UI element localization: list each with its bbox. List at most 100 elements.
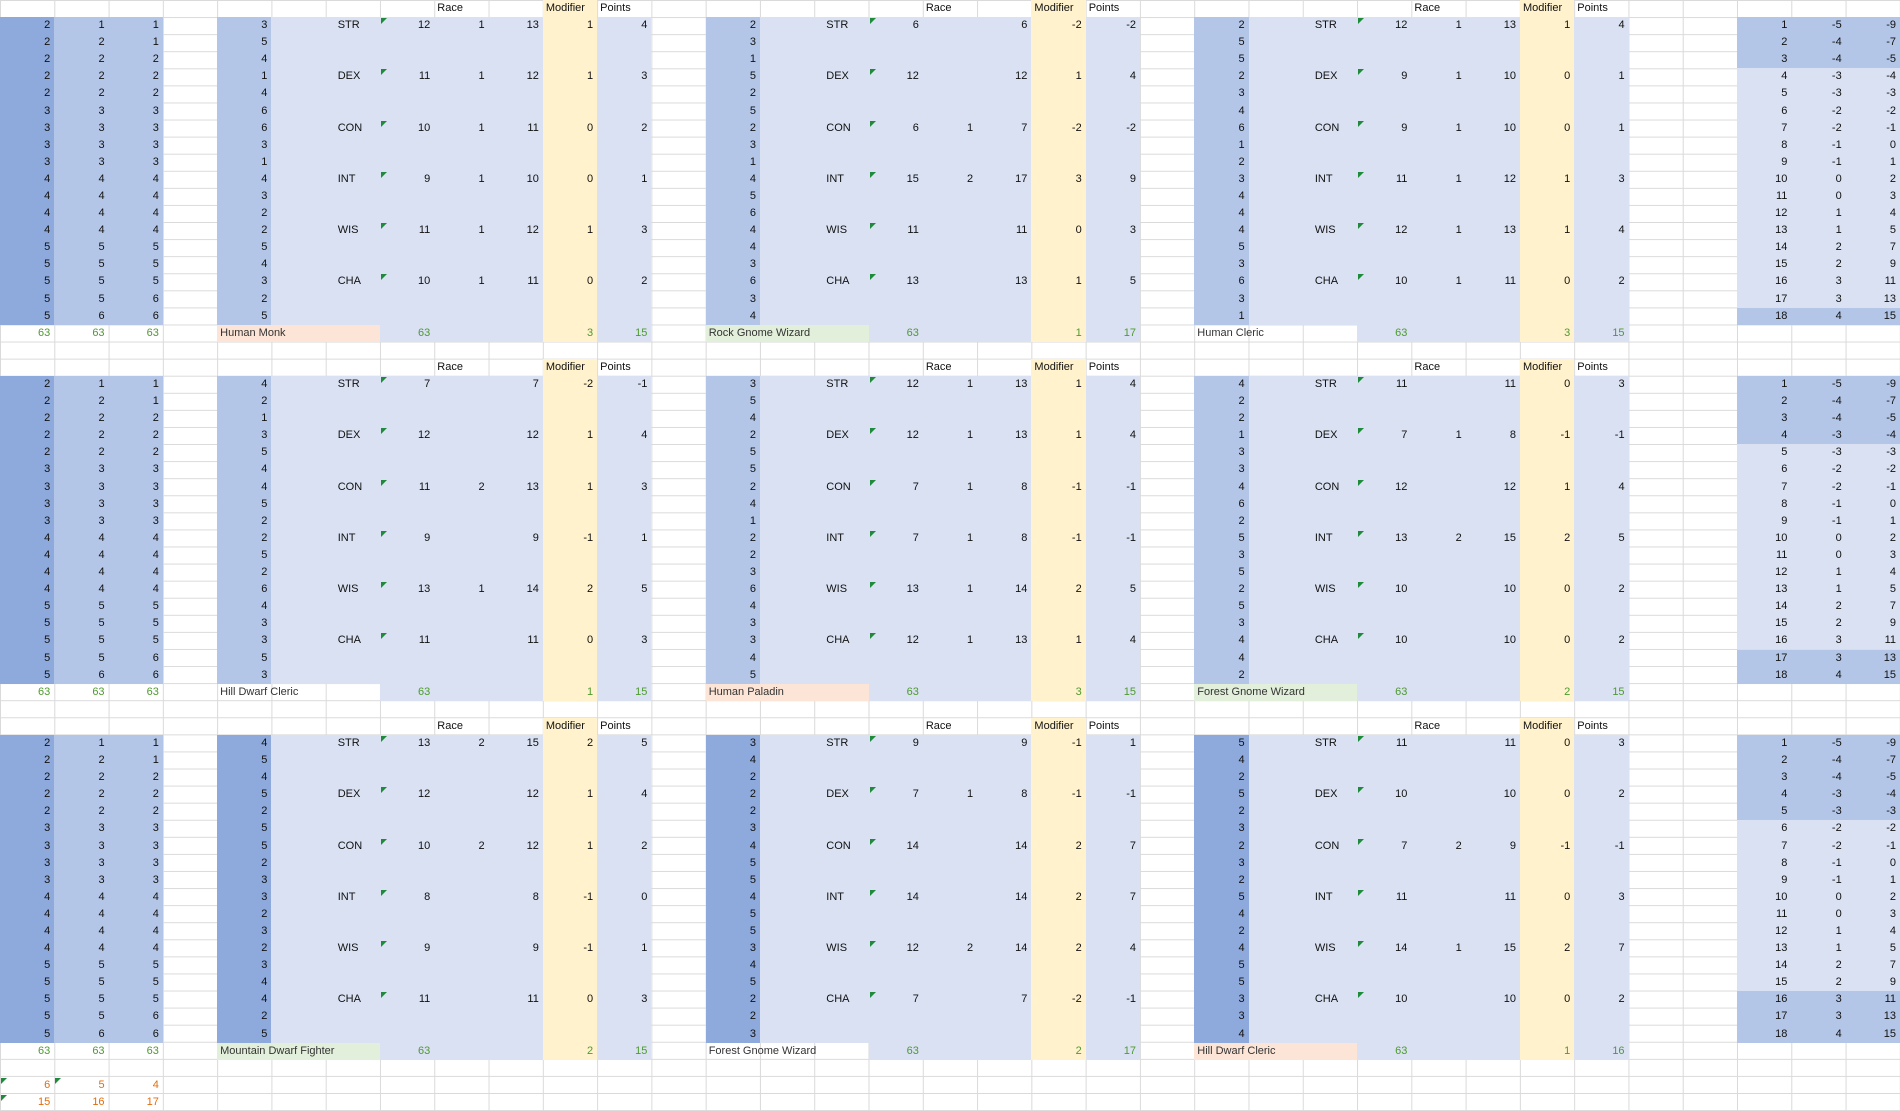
dice-value: 2 bbox=[44, 87, 51, 100]
sum-points: 15 bbox=[635, 1044, 648, 1057]
dice-value: 3 bbox=[98, 514, 105, 527]
lookup-value: 2 bbox=[1781, 36, 1788, 49]
points: 2 bbox=[1618, 275, 1625, 288]
total-score: 15 bbox=[1503, 942, 1516, 955]
roll-value: 4 bbox=[261, 258, 268, 271]
points: 4 bbox=[641, 429, 648, 442]
lookup-value: 2 bbox=[1889, 531, 1896, 544]
dice-value: 4 bbox=[152, 531, 159, 544]
dice-value: 4 bbox=[98, 531, 105, 544]
roll-value: 5 bbox=[261, 754, 268, 767]
roll-value: 2 bbox=[749, 1010, 756, 1023]
ability-label: STR bbox=[337, 378, 360, 391]
cell-fill bbox=[1737, 837, 1900, 855]
cell-fill bbox=[1248, 17, 1520, 325]
total-score: 8 bbox=[1021, 480, 1028, 493]
lookup-value: -4 bbox=[1886, 70, 1896, 83]
dice-value: 3 bbox=[44, 839, 51, 852]
base-score: 6 bbox=[912, 19, 919, 32]
indicator bbox=[1358, 69, 1365, 76]
dice-value: 4 bbox=[98, 207, 105, 220]
roll-value: 3 bbox=[261, 190, 268, 202]
base-score: 10 bbox=[418, 839, 431, 852]
roll-value: 2 bbox=[261, 942, 268, 955]
race-bonus: 1 bbox=[1455, 19, 1462, 32]
cell-fill bbox=[1737, 170, 1900, 188]
modifier: 1 bbox=[1564, 224, 1571, 237]
sum-points: 15 bbox=[1612, 685, 1625, 698]
dice-value: 4 bbox=[152, 907, 159, 920]
roll-value: 5 bbox=[261, 822, 268, 835]
lookup-value: 13 bbox=[1883, 292, 1896, 305]
roll-value: 2 bbox=[1238, 514, 1245, 527]
race-bonus: 1 bbox=[967, 429, 974, 442]
cell-fill bbox=[1194, 376, 1249, 684]
ability-label: CHA bbox=[337, 634, 361, 647]
dice-value: 5 bbox=[44, 993, 51, 1006]
ability-label: CON bbox=[337, 480, 363, 493]
cell-fill bbox=[54, 376, 109, 684]
total-score: 11 bbox=[1504, 378, 1516, 391]
dice-value: 2 bbox=[152, 412, 159, 425]
modifier: 0 bbox=[587, 275, 594, 288]
column-header: Race bbox=[925, 2, 952, 14]
roll-value: 5 bbox=[1238, 890, 1245, 903]
lookup-value: 2 bbox=[1835, 976, 1842, 989]
cell-fill bbox=[1737, 136, 1900, 154]
dice-value: 2 bbox=[44, 395, 51, 408]
column-header: Points bbox=[1088, 719, 1120, 732]
roll-value: 4 bbox=[749, 241, 756, 254]
column-header: Points bbox=[1577, 719, 1608, 732]
modifier: 2 bbox=[587, 736, 594, 749]
points: 5 bbox=[641, 736, 648, 749]
ability-label: INT bbox=[337, 172, 356, 185]
cell-fill bbox=[1737, 1025, 1900, 1043]
cell-fill bbox=[1574, 734, 1629, 1060]
dice-value: 4 bbox=[98, 890, 105, 903]
roll-value: 4 bbox=[1238, 224, 1245, 237]
total-score: 8 bbox=[1021, 788, 1028, 801]
lookup-value: -1 bbox=[1886, 839, 1896, 852]
cell-fill bbox=[1737, 512, 1900, 530]
dice-value: 1 bbox=[152, 378, 159, 391]
ability-label: WIS bbox=[826, 224, 848, 237]
indicator bbox=[381, 633, 387, 640]
base-score: 7 bbox=[912, 531, 919, 544]
roll-value: 3 bbox=[261, 873, 268, 886]
dice-value: 2 bbox=[44, 19, 51, 32]
points: 4 bbox=[1129, 429, 1136, 442]
dice-value: 5 bbox=[98, 292, 105, 305]
roll-value: 2 bbox=[1238, 19, 1245, 32]
cell-fill bbox=[542, 0, 598, 342]
indicator bbox=[1358, 787, 1365, 794]
dice-value: 5 bbox=[152, 275, 159, 288]
total-score: 11 bbox=[527, 634, 539, 647]
dice-value: 5 bbox=[98, 617, 105, 630]
race-bonus: 2 bbox=[478, 736, 485, 749]
roll-value: 2 bbox=[261, 514, 268, 527]
points: 4 bbox=[1618, 480, 1625, 493]
race-bonus: 1 bbox=[967, 634, 974, 647]
lookup-value: -4 bbox=[1831, 395, 1842, 408]
dice-value: 5 bbox=[44, 241, 51, 254]
indicator bbox=[1358, 171, 1365, 178]
modifier: 0 bbox=[1075, 224, 1082, 237]
base-score: 7 bbox=[1401, 839, 1408, 852]
indicator bbox=[1358, 582, 1365, 589]
roll-value: 4 bbox=[1238, 480, 1245, 493]
dice-value: 5 bbox=[152, 976, 159, 989]
character-name: Rock Gnome Wizard bbox=[708, 326, 811, 339]
lookup-value: -2 bbox=[1831, 104, 1842, 117]
cell-fill bbox=[1737, 307, 1900, 325]
ability-label: WIS bbox=[826, 942, 848, 955]
dice-value: 3 bbox=[152, 155, 159, 168]
roll-value: 1 bbox=[261, 155, 268, 168]
roll-value: 1 bbox=[1238, 138, 1245, 151]
roll-value: 5 bbox=[261, 548, 268, 561]
dice-value: 2 bbox=[98, 87, 105, 100]
lookup-value: 1 bbox=[1889, 514, 1896, 527]
points: -1 bbox=[1126, 788, 1136, 801]
roll-value: 3 bbox=[1238, 822, 1245, 835]
modifier: 2 bbox=[1564, 942, 1571, 955]
base-score: 11 bbox=[1396, 378, 1408, 391]
